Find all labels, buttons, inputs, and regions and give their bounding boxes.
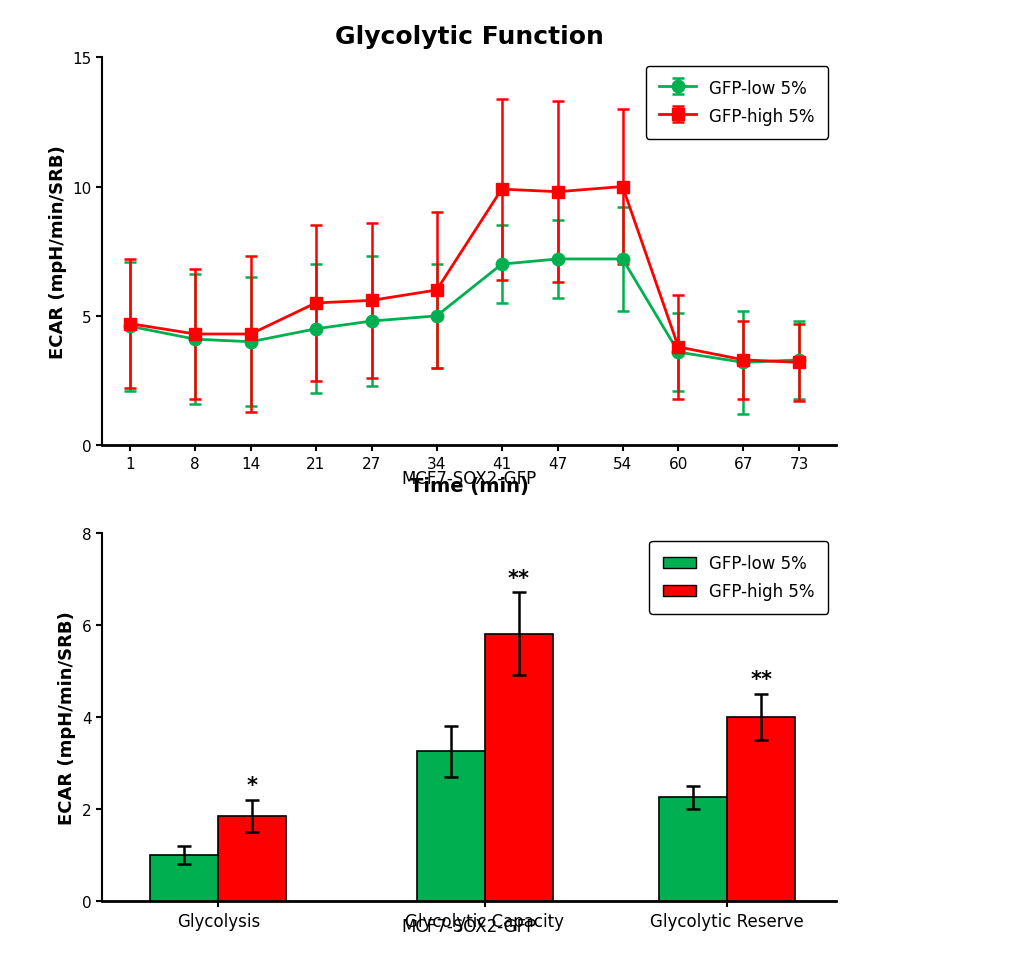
Title: Glycolytic Function: Glycolytic Function (334, 25, 603, 49)
X-axis label: Time (min): Time (min) (410, 477, 528, 496)
Bar (417, 752, 484, 901)
Legend: GFP-low 5%, GFP-high 5%: GFP-low 5%, GFP-high 5% (649, 542, 827, 614)
Bar (484, 635, 552, 901)
Y-axis label: ECAR (mpH/min/SRB): ECAR (mpH/min/SRB) (58, 610, 76, 824)
Bar (151, 856, 218, 901)
Legend: GFP-low 5%, GFP-high 5%: GFP-low 5%, GFP-high 5% (645, 67, 827, 140)
Y-axis label: ECAR (mpH/min/SRB): ECAR (mpH/min/SRB) (49, 145, 66, 359)
Text: **: ** (750, 670, 771, 690)
Bar (659, 797, 727, 901)
Bar (218, 816, 286, 901)
Text: MCF7-SOX2-GFP: MCF7-SOX2-GFP (401, 470, 536, 488)
Bar (727, 717, 795, 901)
Text: **: ** (507, 568, 529, 588)
Text: MCF7-SOX2-GFP: MCF7-SOX2-GFP (401, 917, 536, 935)
Text: *: * (247, 775, 258, 796)
